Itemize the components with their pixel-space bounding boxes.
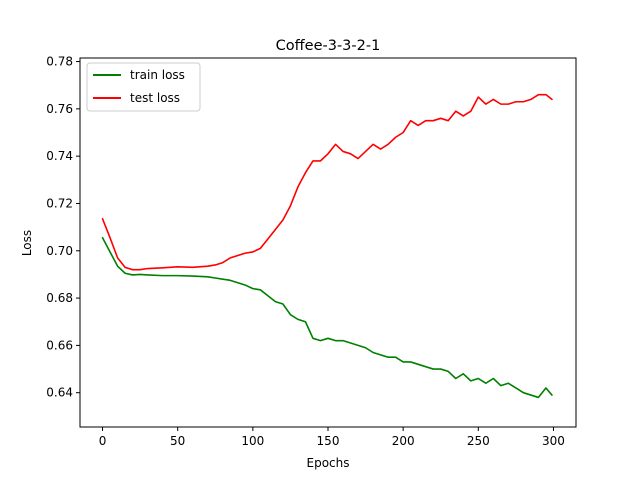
x-tick-label: 50 [170, 434, 185, 448]
x-tick-label: 150 [317, 434, 340, 448]
series-layer [101, 93, 553, 399]
y-tick-label: 0.72 [46, 196, 73, 210]
x-tick-label: 100 [241, 434, 264, 448]
y-tick-label: 0.74 [46, 149, 73, 163]
x-axis-label: Epochs [307, 456, 350, 470]
x-axis: 0 50 100 150 200 250 300 [99, 427, 565, 448]
y-tick-label: 0.76 [46, 102, 73, 116]
series-line-test-loss [101, 93, 553, 271]
y-tick-label: 0.68 [46, 291, 73, 305]
series-line-train-loss [101, 236, 553, 399]
y-tick-label: 0.78 [46, 55, 73, 69]
legend: train loss test loss [86, 62, 201, 112]
x-tick-label: 300 [542, 434, 565, 448]
legend-label-train-loss: train loss [130, 68, 185, 82]
chart-title: Coffee-3-3-2-1 [276, 38, 381, 54]
x-tick-label: 200 [392, 434, 415, 448]
y-tick-label: 0.64 [46, 386, 73, 400]
y-axis: 0.64 0.66 0.68 0.70 0.72 0.74 0.76 0.78 [46, 55, 80, 400]
y-tick-label: 0.66 [46, 338, 73, 352]
y-tick-label: 0.70 [46, 244, 73, 258]
legend-label-test-loss: test loss [130, 91, 180, 105]
x-tick-label: 250 [467, 434, 490, 448]
y-axis-label: Loss [20, 230, 34, 256]
x-tick-label: 0 [99, 434, 107, 448]
